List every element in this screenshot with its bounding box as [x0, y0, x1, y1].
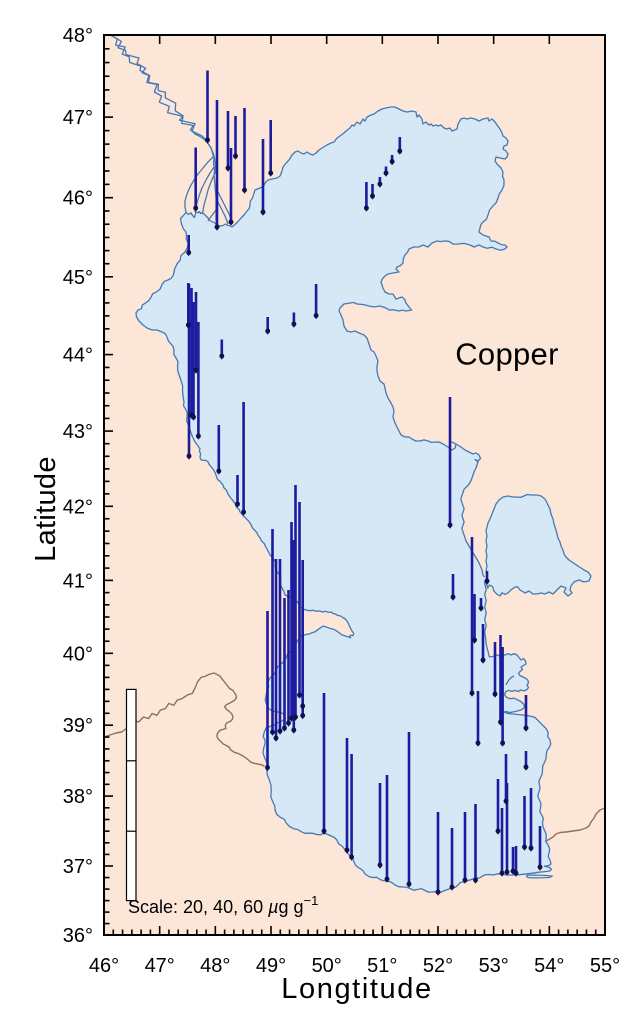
svg-text:37°: 37°	[63, 856, 93, 878]
svg-text:Copper: Copper	[455, 337, 558, 372]
svg-text:Scale: 20, 40, 60 µg g−1: Scale: 20, 40, 60 µg g−1	[128, 893, 318, 917]
svg-text:46°: 46°	[63, 188, 93, 210]
svg-text:38°: 38°	[63, 786, 93, 808]
svg-text:44°: 44°	[63, 345, 93, 367]
svg-text:36°: 36°	[63, 925, 93, 947]
svg-text:55°: 55°	[590, 955, 620, 977]
svg-text:52°: 52°	[423, 955, 453, 977]
svg-text:Longtitude: Longtitude	[281, 973, 432, 1005]
svg-text:54°: 54°	[534, 955, 564, 977]
svg-text:43°: 43°	[63, 421, 93, 443]
svg-text:48°: 48°	[200, 955, 230, 977]
svg-text:Latitude: Latitude	[30, 456, 62, 562]
svg-text:41°: 41°	[63, 570, 93, 592]
svg-text:47°: 47°	[63, 107, 93, 129]
svg-text:42°: 42°	[63, 496, 93, 518]
svg-text:46°: 46°	[89, 955, 119, 977]
svg-text:48°: 48°	[63, 25, 93, 47]
svg-text:40°: 40°	[63, 643, 93, 665]
svg-text:47°: 47°	[145, 955, 175, 977]
svg-text:51°: 51°	[367, 955, 397, 977]
svg-text:39°: 39°	[63, 715, 93, 737]
svg-text:49°: 49°	[256, 955, 286, 977]
svg-text:50°: 50°	[312, 955, 342, 977]
svg-text:45°: 45°	[63, 267, 93, 289]
svg-text:53°: 53°	[479, 955, 509, 977]
